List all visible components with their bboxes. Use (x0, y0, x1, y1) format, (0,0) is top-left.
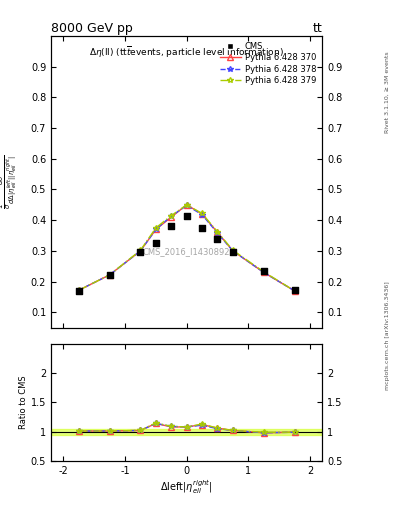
Y-axis label: Ratio to CMS: Ratio to CMS (19, 376, 28, 429)
Text: 8000 GeV pp: 8000 GeV pp (51, 22, 133, 35)
Text: Rivet 3.1.10, ≥ 3M events: Rivet 3.1.10, ≥ 3M events (385, 51, 389, 133)
Legend: CMS, Pythia 6.428 370, Pythia 6.428 378, Pythia 6.428 379: CMS, Pythia 6.428 370, Pythia 6.428 378,… (218, 40, 318, 87)
Point (76, 287, 82, 295)
Point (291, 286, 298, 294)
Bar (51, 429, 322, 435)
Point (230, 248, 236, 257)
Point (214, 234, 220, 243)
Point (184, 211, 190, 220)
Point (153, 239, 159, 247)
Point (168, 222, 174, 230)
Text: CMS_2016_I1430892: CMS_2016_I1430892 (143, 247, 230, 257)
Point (261, 267, 267, 275)
Text: mcplots.cern.ch [arXiv:1306.3436]: mcplots.cern.ch [arXiv:1306.3436] (385, 282, 389, 390)
Point (137, 248, 143, 257)
X-axis label: $\Delta$left$|\eta_{ell}^{right}|$: $\Delta$left$|\eta_{ell}^{right}|$ (160, 478, 213, 496)
Text: tt: tt (312, 22, 322, 35)
Point (199, 224, 205, 232)
Y-axis label: $\frac{1}{\sigma}\frac{d\sigma}{d\Delta|\eta_{ell}^{left}||\eta_{ell}^{right}|}$: $\frac{1}{\sigma}\frac{d\sigma}{d\Delta|… (0, 155, 18, 209)
Point (107, 271, 113, 280)
Text: $\Delta\eta$(ll) (tt$\overline{t}$events, particle level information): $\Delta\eta$(ll) (tt$\overline{t}$events… (89, 45, 284, 60)
